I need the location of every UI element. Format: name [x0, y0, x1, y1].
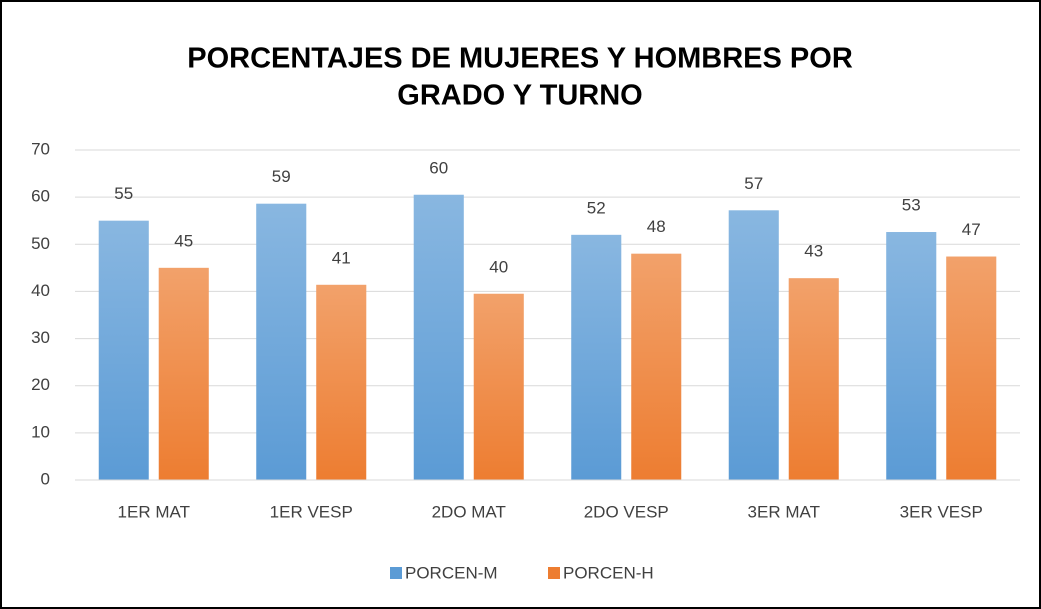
data-label: 41: [332, 248, 351, 267]
bar-sheen: [728, 210, 779, 481]
bar-sheen: [788, 278, 839, 480]
bar-sheen: [473, 293, 524, 480]
data-label: 45: [174, 231, 193, 250]
data-label: 55: [114, 184, 133, 203]
x-tick-label: 1ER MAT: [118, 502, 190, 521]
y-tick-label: 50: [31, 234, 50, 253]
legend-label: PORCEN-M: [405, 563, 498, 582]
bar-sheen: [631, 253, 682, 480]
x-tick-label: 3ER VESP: [900, 502, 983, 521]
data-label: 40: [489, 257, 508, 276]
chart-title: GRADO Y TURNO: [397, 80, 642, 112]
bar-sheen: [413, 194, 464, 481]
data-label: 48: [647, 217, 666, 236]
y-tick-label: 30: [31, 328, 50, 347]
bar-sheen: [571, 234, 622, 480]
y-tick-label: 20: [31, 375, 50, 394]
bar-sheen: [886, 232, 937, 480]
y-tick-label: 40: [31, 281, 50, 300]
x-tick-label: 1ER VESP: [270, 502, 353, 521]
data-label: 57: [744, 174, 763, 193]
bar-sheen: [946, 256, 997, 480]
bar-sheen: [316, 284, 367, 480]
x-tick-label: 2DO VESP: [584, 502, 669, 521]
data-label: 59: [272, 167, 291, 186]
bar-sheen: [98, 220, 149, 480]
x-tick-label: 2DO MAT: [432, 502, 506, 521]
data-label: 53: [902, 196, 921, 215]
bar-sheen: [158, 267, 209, 480]
legend-swatch: [390, 567, 402, 579]
x-tick-label: 3ER MAT: [748, 502, 820, 521]
data-label: 43: [804, 242, 823, 261]
y-tick-label: 60: [31, 187, 50, 206]
data-label: 60: [429, 158, 448, 177]
bar-sheen: [256, 203, 307, 480]
data-label: 47: [962, 220, 981, 239]
y-tick-label: 0: [41, 469, 50, 488]
data-label: 52: [587, 198, 606, 217]
legend-swatch: [548, 567, 560, 579]
y-tick-label: 70: [31, 139, 50, 158]
y-tick-label: 10: [31, 422, 50, 441]
legend-label: PORCEN-H: [563, 563, 654, 582]
chart-title: PORCENTAJES DE MUJERES Y HOMBRES POR: [187, 43, 853, 75]
